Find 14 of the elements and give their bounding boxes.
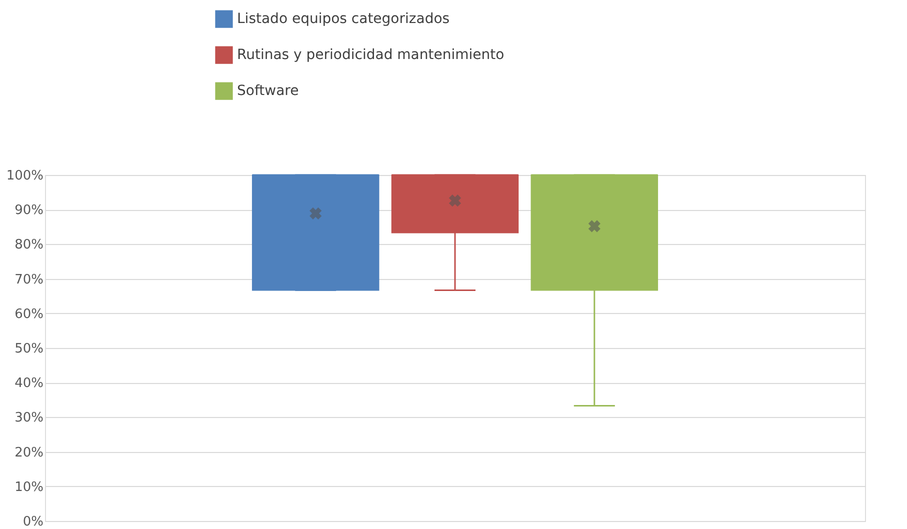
y-tick-label: 30% bbox=[14, 410, 44, 426]
y-tick-label: 100% bbox=[6, 168, 44, 184]
y-tick-label: 60% bbox=[14, 306, 44, 322]
y-tick-label: 70% bbox=[14, 272, 44, 288]
y-tick-label: 90% bbox=[14, 203, 44, 218]
y-tick-label: 80% bbox=[14, 238, 44, 253]
y-tick-label: 10% bbox=[14, 480, 44, 495]
legend-label: Rutinas y periodicidad mantenimiento bbox=[237, 47, 504, 63]
y-tick-label: 20% bbox=[14, 445, 44, 460]
legend-label: Listado equipos categorizados bbox=[237, 11, 450, 27]
legend-label: Software bbox=[237, 83, 299, 99]
y-tick-label: 0% bbox=[22, 514, 44, 529]
y-tick-label: 50% bbox=[14, 342, 44, 356]
y-tick-label: 40% bbox=[14, 376, 44, 392]
